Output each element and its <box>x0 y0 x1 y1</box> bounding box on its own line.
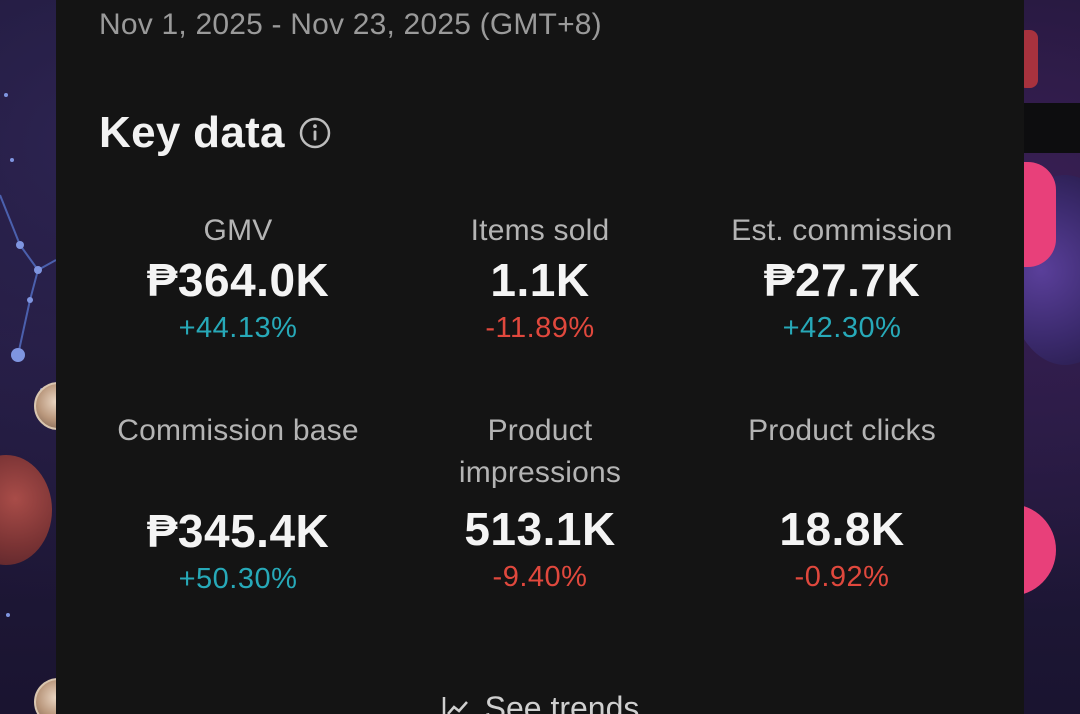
section-header: Key data <box>99 108 331 158</box>
metric-label: Product impressions <box>458 414 622 489</box>
metric-label: GMV <box>203 214 273 247</box>
metric-value: ₱364.0K <box>146 254 330 306</box>
metric-value: 513.1K <box>464 503 616 555</box>
metric-product-impressions[interactable]: Product impressions 513.1K -9.40% <box>390 410 690 597</box>
info-icon[interactable] <box>299 117 331 149</box>
metric-change: -0.92% <box>794 561 890 593</box>
metric-value: ₱345.4K <box>146 505 330 557</box>
metric-label: Est. commission <box>731 214 953 247</box>
metric-value: 18.8K <box>779 503 905 555</box>
metric-label: Commission base <box>117 414 359 447</box>
constellation-decoration <box>0 93 56 617</box>
metric-items-sold[interactable]: Items sold 1.1K -11.89% <box>390 210 690 348</box>
metric-label: Product clicks <box>748 414 936 447</box>
metric-change: -9.40% <box>492 561 588 593</box>
metric-value: 1.1K <box>490 254 590 306</box>
metric-change: -11.89% <box>485 312 595 344</box>
metric-gmv[interactable]: GMV ₱364.0K +44.13% <box>88 210 388 348</box>
trend-chart-icon <box>442 696 468 714</box>
metric-label: Items sold <box>470 214 610 247</box>
metric-product-clicks[interactable]: Product clicks 18.8K -0.92% <box>692 410 992 597</box>
metric-change: +50.30% <box>178 563 298 595</box>
date-range[interactable]: Nov 1, 2025 - Nov 23, 2025 (GMT+8) <box>99 8 602 41</box>
background-left <box>0 0 56 714</box>
see-trends-label: See trends <box>484 690 640 714</box>
metric-change: +42.30% <box>782 312 902 344</box>
metric-value: ₱27.7K <box>763 254 921 306</box>
metric-est-commission[interactable]: Est. commission ₱27.7K +42.30% <box>692 210 992 348</box>
metric-change: +44.13% <box>178 312 298 344</box>
metric-commission-base[interactable]: Commission base ₱345.4K +50.30% <box>88 410 388 599</box>
key-data-panel: Nov 1, 2025 - Nov 23, 2025 (GMT+8) Key d… <box>56 0 1024 714</box>
side-strip <box>1024 103 1080 153</box>
see-trends-button[interactable]: See trends <box>56 690 1024 714</box>
section-title: Key data <box>99 108 285 157</box>
